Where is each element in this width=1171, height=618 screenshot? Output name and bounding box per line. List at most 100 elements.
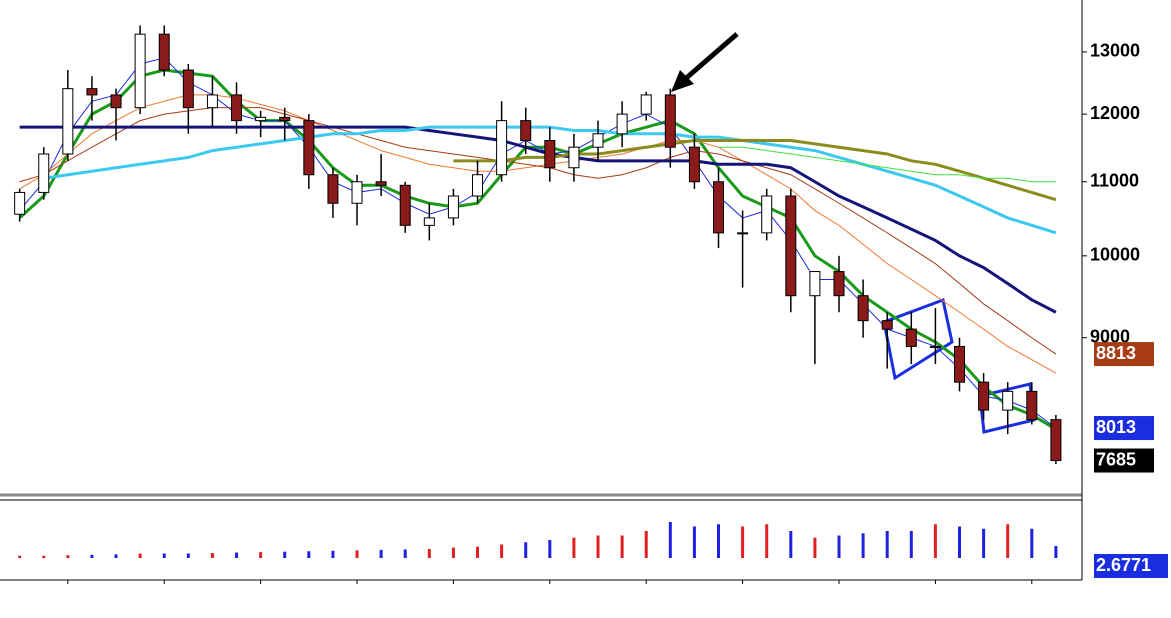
volume-bar bbox=[982, 528, 986, 558]
marks bbox=[14, 25, 1062, 465]
volume-bar bbox=[933, 524, 937, 558]
volume-bar bbox=[1030, 528, 1034, 558]
volume-bar bbox=[741, 526, 745, 558]
candle-body bbox=[640, 94, 652, 115]
y-tick-label: 9000 bbox=[1090, 326, 1130, 346]
annotation-arrowhead bbox=[671, 70, 694, 92]
volume-bar bbox=[451, 547, 455, 558]
volume-bar bbox=[644, 531, 648, 558]
volume-bar bbox=[596, 535, 600, 558]
candle-body bbox=[857, 295, 869, 322]
candle-body bbox=[110, 94, 122, 109]
candle-body bbox=[616, 113, 628, 135]
volume-bar bbox=[1054, 545, 1058, 558]
volume-bar bbox=[210, 553, 214, 558]
moving-average bbox=[19, 125, 1057, 314]
candle-body bbox=[809, 271, 821, 297]
volume-bar bbox=[668, 522, 672, 558]
y-tick-label: 10000 bbox=[1090, 245, 1140, 265]
volume-bar bbox=[572, 537, 576, 558]
candle-body bbox=[351, 181, 363, 204]
candle-body bbox=[14, 191, 26, 215]
candle-body bbox=[303, 120, 315, 176]
candle-body bbox=[978, 381, 990, 411]
volume-bar bbox=[500, 544, 504, 558]
volume-bar bbox=[259, 552, 263, 558]
candle-body bbox=[279, 116, 291, 122]
candle-body bbox=[206, 94, 218, 109]
candle-body bbox=[375, 181, 387, 186]
volume-bar bbox=[548, 540, 552, 558]
volume-bar bbox=[765, 524, 769, 558]
candle-body bbox=[62, 88, 74, 155]
candle-body bbox=[231, 94, 243, 122]
candle-body bbox=[496, 120, 508, 176]
candle-body bbox=[688, 146, 700, 183]
candle-body bbox=[905, 328, 917, 347]
candle-body bbox=[38, 153, 50, 193]
last-value-box bbox=[1094, 342, 1154, 367]
candle-body bbox=[1050, 419, 1062, 462]
last-value-box bbox=[1094, 448, 1154, 473]
volume-bar bbox=[331, 550, 335, 558]
last-value-label: 8813 bbox=[1096, 343, 1136, 363]
candle-body bbox=[713, 181, 725, 234]
candle-body bbox=[472, 174, 484, 197]
volume-bar bbox=[114, 554, 118, 558]
candle-body bbox=[954, 345, 966, 383]
moving-average bbox=[19, 107, 1057, 355]
candle-body bbox=[761, 195, 773, 234]
candle-body bbox=[881, 320, 893, 330]
candle-body bbox=[182, 69, 194, 109]
volume-bar bbox=[476, 546, 480, 558]
volume-bar bbox=[885, 531, 889, 558]
last-value-label: 2.6771 bbox=[1096, 555, 1151, 575]
volume-bar bbox=[403, 549, 407, 558]
candle-body bbox=[544, 139, 556, 169]
volume-bar bbox=[813, 537, 817, 558]
volume-bar bbox=[717, 524, 721, 558]
candle-body bbox=[158, 33, 170, 71]
candle-body bbox=[1026, 390, 1038, 421]
volume-bar bbox=[427, 549, 431, 558]
candle-body bbox=[447, 195, 459, 219]
candle-body bbox=[833, 271, 845, 297]
candle-body bbox=[327, 174, 339, 204]
channel bbox=[882, 297, 954, 381]
volume-bar bbox=[789, 531, 793, 558]
y-tick-label: 12000 bbox=[1090, 103, 1140, 123]
volume-bar bbox=[1006, 524, 1010, 558]
candle-body bbox=[399, 184, 411, 226]
volume-bar bbox=[162, 553, 166, 558]
volume-bar bbox=[283, 551, 287, 558]
volume-bar bbox=[235, 552, 239, 558]
volume-bar bbox=[186, 553, 190, 558]
volume-bar bbox=[18, 555, 22, 558]
volume-bar bbox=[861, 533, 865, 558]
y-tick-label: 11000 bbox=[1090, 171, 1139, 191]
candle-body bbox=[423, 217, 435, 226]
volume-bar bbox=[42, 555, 46, 558]
volume-bar bbox=[958, 526, 962, 558]
volume-bar bbox=[90, 554, 94, 558]
candle-body bbox=[592, 133, 604, 148]
volume-bar bbox=[138, 553, 142, 558]
annotation-arrow bbox=[682, 32, 739, 82]
candle-body bbox=[785, 195, 797, 297]
volume-bar bbox=[355, 550, 359, 558]
volume-bar bbox=[307, 551, 311, 558]
y-tick-label: 13000 bbox=[1090, 41, 1140, 61]
volume-bar bbox=[524, 542, 528, 558]
volume-bar bbox=[66, 555, 70, 558]
volume-bar bbox=[620, 535, 624, 558]
volume-bar bbox=[837, 535, 841, 558]
candle-body bbox=[520, 120, 532, 141]
last-value-label: 8013 bbox=[1096, 417, 1136, 437]
candle-body bbox=[255, 116, 267, 122]
moving-average bbox=[718, 146, 1056, 183]
candle-body bbox=[664, 94, 676, 148]
candle-body bbox=[929, 345, 941, 348]
candle-body bbox=[134, 33, 146, 109]
